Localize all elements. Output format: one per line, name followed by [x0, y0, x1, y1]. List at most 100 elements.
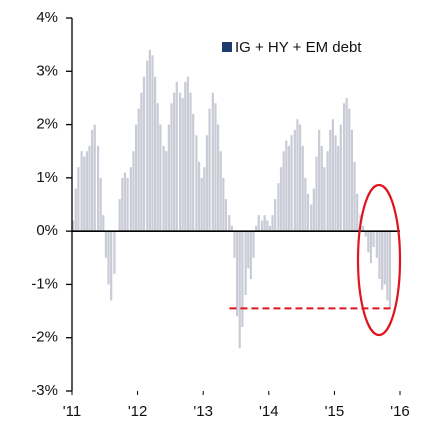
bar	[167, 124, 171, 232]
x-tick-label: '13	[193, 403, 213, 420]
bar	[378, 231, 381, 280]
bar	[88, 145, 91, 232]
bar	[104, 231, 108, 258]
bar	[252, 231, 255, 258]
bar	[318, 129, 321, 232]
bar	[151, 55, 154, 232]
bar	[173, 92, 176, 232]
bar	[77, 167, 80, 232]
bar	[279, 167, 283, 232]
bar	[266, 220, 269, 232]
bar	[241, 231, 244, 328]
bar	[287, 145, 291, 232]
bar	[345, 97, 348, 232]
bar	[329, 129, 332, 232]
bar	[142, 76, 146, 232]
bar	[132, 151, 135, 232]
bar	[326, 151, 329, 232]
bar	[181, 97, 184, 232]
bar	[129, 167, 132, 232]
bar	[285, 140, 288, 232]
bar	[123, 172, 127, 232]
bar	[170, 103, 173, 232]
bar	[337, 145, 340, 232]
bar	[107, 231, 110, 285]
bar	[211, 92, 214, 232]
bar	[224, 199, 228, 232]
bar	[154, 76, 157, 232]
bar	[200, 177, 203, 232]
bar	[91, 129, 94, 232]
bar	[342, 103, 346, 232]
bar	[134, 124, 138, 232]
bar	[369, 231, 373, 264]
bar	[228, 215, 231, 232]
bar	[375, 231, 378, 258]
bar	[118, 199, 121, 232]
bar	[175, 81, 178, 232]
y-tick-label: 0%	[36, 222, 58, 239]
bar	[386, 231, 389, 301]
bar	[331, 119, 335, 232]
bar	[83, 156, 86, 232]
bar	[102, 215, 105, 232]
bar	[282, 151, 285, 232]
bar	[290, 135, 293, 232]
bar	[96, 145, 100, 232]
bar	[380, 231, 384, 290]
bar	[301, 145, 304, 232]
bar	[271, 215, 274, 232]
x-tick-label: '11	[63, 403, 81, 420]
bar	[236, 231, 239, 317]
bar	[315, 156, 318, 232]
bars	[72, 49, 392, 349]
bar	[372, 231, 375, 248]
y-tick-label: -1%	[31, 275, 58, 292]
bar	[178, 92, 182, 232]
bar	[244, 231, 247, 296]
bar	[74, 188, 77, 232]
bar	[249, 231, 253, 280]
bar	[146, 60, 149, 232]
bar	[222, 177, 225, 232]
bar	[192, 113, 195, 232]
bar	[137, 108, 140, 232]
bar	[364, 231, 367, 237]
bar	[93, 124, 96, 232]
bar	[312, 188, 315, 232]
bar	[367, 231, 370, 253]
bar	[247, 231, 250, 269]
bar	[195, 135, 198, 232]
y-tick-label: 4%	[36, 9, 58, 26]
bar	[121, 177, 124, 232]
bar	[306, 193, 310, 232]
bar	[298, 124, 302, 232]
y-tick-label: -2%	[31, 329, 58, 346]
bar	[186, 76, 190, 232]
bar	[184, 81, 187, 232]
bar	[110, 231, 113, 301]
x-tick-label: '12	[128, 403, 148, 420]
bar	[348, 108, 351, 232]
bar	[72, 220, 75, 232]
bar	[189, 92, 192, 232]
bar	[304, 177, 307, 232]
bar	[203, 167, 206, 232]
bar	[277, 183, 280, 232]
y-tick-label: 2%	[36, 116, 58, 133]
bar	[205, 135, 209, 232]
bar	[293, 129, 296, 232]
bar	[323, 167, 326, 232]
bar	[361, 225, 365, 232]
bar	[310, 204, 313, 232]
bar	[159, 124, 162, 232]
bar	[99, 177, 102, 232]
bar	[350, 129, 354, 232]
y-tick-label: -3%	[31, 382, 58, 399]
bar	[214, 103, 217, 232]
bar	[126, 177, 129, 232]
bar	[320, 145, 323, 232]
y-tick-label: 3%	[36, 62, 58, 79]
bar	[219, 151, 222, 232]
bar	[216, 124, 220, 232]
